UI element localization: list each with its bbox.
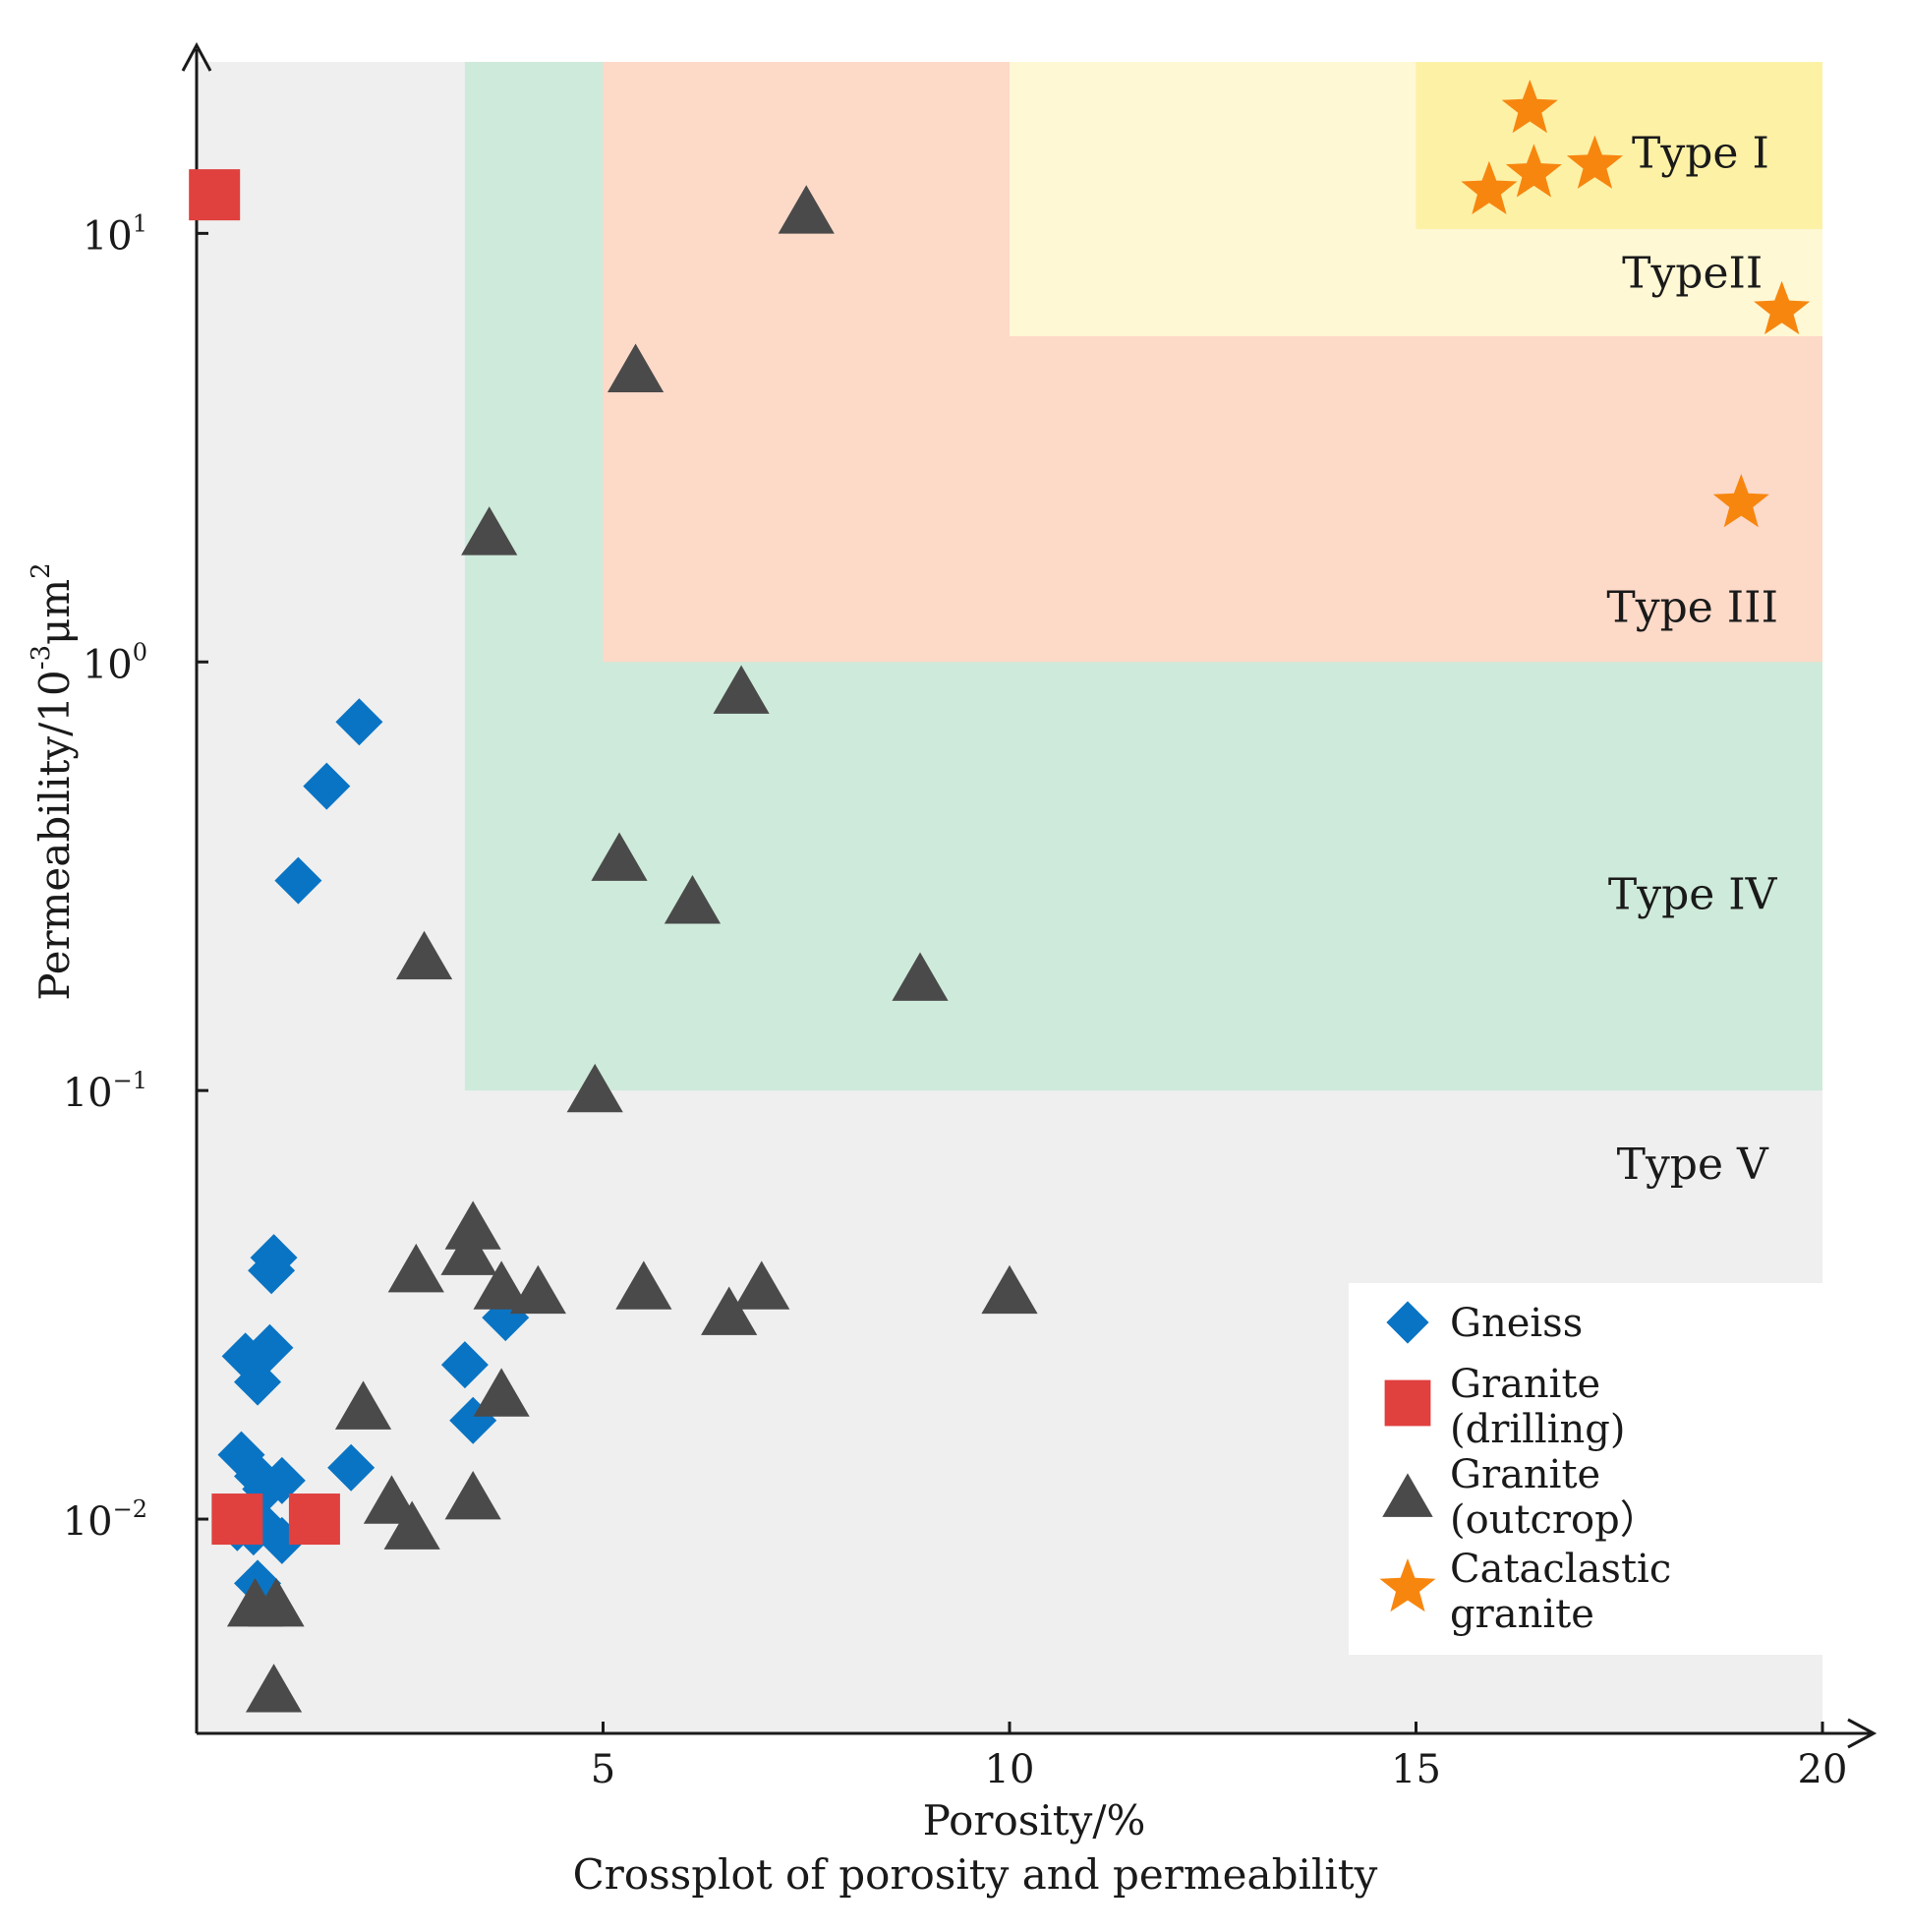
granite-outcrop-point xyxy=(440,1226,497,1275)
y-tick-label: 10−1 xyxy=(63,1067,147,1116)
gneiss-point xyxy=(248,1247,296,1295)
cataclastic-granite-point xyxy=(1501,79,1558,134)
legend-label-cataclastic-granite: Cataclastic xyxy=(1450,1547,1671,1592)
x-axis-title: Porosity/% xyxy=(923,1796,1146,1844)
series-granite-outcrop xyxy=(226,185,1038,1713)
legend-marker-gneiss xyxy=(1386,1301,1429,1344)
y-axis-title-exp: -3 xyxy=(27,645,56,670)
series-granite-drilling xyxy=(189,169,340,1546)
gneiss-point xyxy=(258,1456,306,1504)
y-tick-label: 100 xyxy=(83,638,147,687)
cataclastic-granite-point xyxy=(1461,160,1518,214)
granite-outcrop-point xyxy=(363,1475,421,1524)
gneiss-point xyxy=(303,762,351,810)
region-label-type-iv: Type IV xyxy=(1608,870,1778,920)
legend-marker-cataclastic-granite xyxy=(1379,1558,1436,1612)
granite-outcrop-point xyxy=(383,1500,440,1550)
legend-label-granite-drilling: (drilling) xyxy=(1450,1407,1625,1452)
granite-drilling-point xyxy=(288,1493,340,1546)
legend-label-granite-drilling: Granite xyxy=(1450,1362,1600,1407)
granite-outcrop-point xyxy=(461,506,518,556)
y-axis-title: Permeability/10-3μm2 xyxy=(27,562,79,1000)
granite-outcrop-point xyxy=(591,832,648,881)
region-label-type-ii: TypeII xyxy=(1622,248,1763,298)
granite-outcrop-point xyxy=(473,1260,530,1310)
y-ticks: 101 100 10−1 10−2 xyxy=(63,209,208,1545)
cataclastic-granite-point xyxy=(1712,474,1769,528)
chart-title: Crossplot of porosity and permeability xyxy=(573,1850,1378,1899)
x-axis-arrow xyxy=(1847,1718,1878,1749)
granite-outcrop-point xyxy=(733,1260,790,1310)
series-cataclastic-granite xyxy=(1461,79,1811,528)
y-axis-title-base: Permeability/10 xyxy=(30,670,79,1000)
x-tick-label: 5 xyxy=(591,1747,615,1792)
type-regions xyxy=(197,62,1822,1733)
legend: GneissGranite(drilling)Granite(outcrop）C… xyxy=(1349,1283,1822,1655)
legend-label-cataclastic-granite: granite xyxy=(1450,1592,1594,1637)
data-markers xyxy=(189,79,1811,1713)
granite-outcrop-point xyxy=(566,1063,623,1113)
granite-outcrop-point xyxy=(334,1380,392,1430)
granite-outcrop-point xyxy=(509,1264,566,1315)
legend-label-granite-outcrop: Granite xyxy=(1450,1452,1600,1497)
cataclastic-granite-point xyxy=(1566,135,1623,189)
granite-drilling-point xyxy=(189,169,241,221)
region-label-type-iii: Type III xyxy=(1606,582,1778,632)
y-tick-label: 10−2 xyxy=(63,1495,147,1545)
x-tick-label: 20 xyxy=(1798,1747,1848,1792)
granite-outcrop-point xyxy=(248,1577,305,1627)
region-label-type-v: Type V xyxy=(1617,1140,1769,1190)
legend-label-granite-outcrop: (outcrop） xyxy=(1450,1497,1659,1543)
y-axis-title-unit-exp: 2 xyxy=(27,562,56,579)
granite-outcrop-point xyxy=(245,1664,303,1713)
granite-outcrop-point xyxy=(607,343,665,392)
legend-marker-granite-drilling xyxy=(1384,1379,1431,1427)
axes xyxy=(181,41,1878,1749)
gneiss-point xyxy=(327,1443,376,1492)
y-tick-label: 101 xyxy=(83,209,147,259)
legend-marker-granite-outcrop xyxy=(1382,1473,1433,1517)
y-axis-arrow xyxy=(181,41,212,72)
granite-outcrop-point xyxy=(778,185,835,234)
gneiss-point xyxy=(234,1358,282,1406)
legend-label-gneiss: Gneiss xyxy=(1450,1301,1583,1346)
granite-outcrop-point xyxy=(473,1368,530,1417)
granite-outcrop-point xyxy=(615,1260,672,1310)
cataclastic-granite-point xyxy=(1505,144,1562,198)
x-tick-label: 10 xyxy=(985,1747,1035,1792)
cataclastic-granite-point xyxy=(1754,280,1811,335)
granite-drilling-point xyxy=(211,1493,263,1546)
granite-outcrop-point xyxy=(395,930,453,980)
granite-outcrop-point xyxy=(444,1470,501,1520)
x-ticks: 5 10 15 20 xyxy=(591,1722,1848,1792)
legend-box xyxy=(1349,1283,1822,1655)
gneiss-point xyxy=(440,1341,489,1389)
granite-outcrop-point xyxy=(701,1286,758,1335)
granite-outcrop-point xyxy=(713,665,770,714)
gneiss-point xyxy=(335,698,383,746)
x-tick-label: 15 xyxy=(1391,1747,1441,1792)
region-label-type-i: Type I xyxy=(1632,128,1769,178)
granite-outcrop-point xyxy=(387,1243,444,1293)
y-axis-title-unit: μm xyxy=(30,579,79,645)
granite-outcrop-point xyxy=(981,1264,1038,1315)
type-region-labels: Type V Type IV Type III TypeII Type I xyxy=(1606,128,1778,1190)
granite-outcrop-point xyxy=(892,952,949,1001)
granite-outcrop-point xyxy=(664,875,722,924)
granite-outcrop-point xyxy=(444,1200,501,1250)
gneiss-point xyxy=(274,856,322,905)
